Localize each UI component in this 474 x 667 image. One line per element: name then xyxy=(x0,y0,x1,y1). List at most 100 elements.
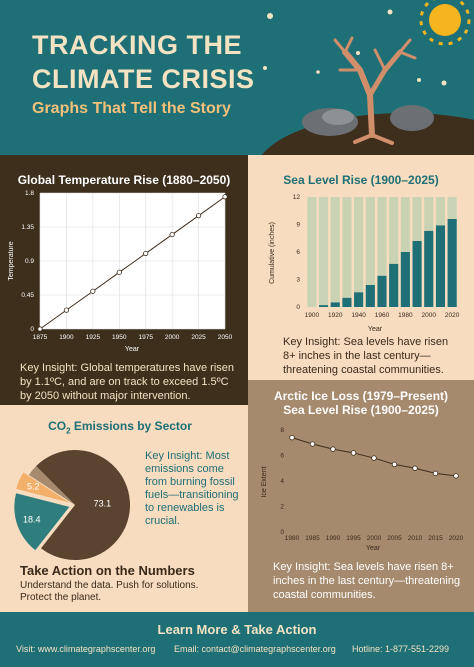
dead-tree-icon xyxy=(333,36,417,145)
y-tick-label: 9 xyxy=(296,222,300,229)
x-tick-label: 1985 xyxy=(305,535,320,542)
y-tick-label: 0 xyxy=(296,304,300,311)
temperature-chart-title: Global Temperature Rise (1880–2050) xyxy=(17,173,231,187)
data-point xyxy=(391,461,398,468)
data-point xyxy=(330,446,336,452)
action-title: Take Action on the Numbers xyxy=(20,563,195,578)
x-tick-label: 2000 xyxy=(165,334,180,341)
ice-chart-subtitle: Sea Level Rise (1900–2025) xyxy=(283,403,439,417)
temperature-chart: 1875 1900 1925 1950 1975 2000 2025 2050 0 0.45 0.… xyxy=(8,190,233,353)
x-tick-label: 1960 xyxy=(375,312,390,319)
pie-slice xyxy=(16,472,70,503)
y-tick-label: 1.8 xyxy=(25,190,34,197)
data-point xyxy=(412,465,418,471)
x-tick-label: 1920 xyxy=(328,312,343,319)
data-point xyxy=(309,441,316,447)
y-tick-label: 0 xyxy=(30,326,34,333)
data-point xyxy=(371,455,377,461)
sun-icon xyxy=(419,0,471,46)
data-point xyxy=(432,470,439,477)
x-axis-label: Year xyxy=(368,326,383,333)
data-point xyxy=(222,194,228,200)
y-tick-label: 8 xyxy=(280,427,284,434)
x-tick-label: 1925 xyxy=(86,334,101,341)
star-dots xyxy=(263,9,447,86)
data-point xyxy=(116,269,122,275)
pie-label: 5.2 xyxy=(27,482,40,492)
temperature-insight: Key Insight: Global temperatures have ri… xyxy=(20,362,235,402)
x-tick-label: 1975 xyxy=(138,334,153,341)
x-tick-label: 1940 xyxy=(351,312,366,319)
page-title: TRACKING THE CLIMATE CRISIS xyxy=(32,28,292,96)
y-tick-label: 2 xyxy=(280,504,284,511)
data-point xyxy=(37,326,43,332)
header-illustration xyxy=(263,0,471,86)
x-tick-label: 2015 xyxy=(428,535,443,542)
sea-level-bar xyxy=(447,219,457,307)
y-tick-label: 4 xyxy=(280,478,284,485)
temperature-line xyxy=(39,196,226,330)
sea-level-bar xyxy=(354,292,364,307)
footer xyxy=(0,612,474,667)
x-axis-label: Year xyxy=(366,545,381,552)
y-tick-label: 0.9 xyxy=(25,258,34,265)
footer-title: Learn More & Take Action xyxy=(157,622,317,637)
x-axis-label: Year xyxy=(125,346,140,353)
x-tick-label: 2005 xyxy=(387,535,402,542)
x-tick-label: 1875 xyxy=(33,334,48,341)
title-line-2: CLIMATE CRISIS xyxy=(32,64,255,94)
x-tick-label: 1900 xyxy=(59,334,74,341)
background-bar xyxy=(330,197,340,307)
ice-insight: Key Insight: Sea levels have risen 8+ in… xyxy=(273,561,461,601)
y-tick-label: 6 xyxy=(280,453,284,460)
arctic-ice-chart: 1980 1985 1990 1995 2000 2005 2010 2015 2020 0 2 4… xyxy=(261,427,464,552)
x-tick-label: 2000 xyxy=(422,312,437,319)
sea-level-bar xyxy=(365,285,375,307)
x-tick-label: 2025 xyxy=(191,334,206,341)
header-banner: TRACKING THE CLIMATE CRISIS Graphs That … xyxy=(0,0,474,155)
background-bar xyxy=(365,197,375,307)
x-tick-label: 2020 xyxy=(449,535,464,542)
background-bar xyxy=(377,197,387,307)
sea-level-bar xyxy=(400,252,410,307)
y-axis-label: Cumulative (inches) xyxy=(269,222,276,284)
sea-level-insight: Key Insight: Sea levels have risen 8+ in… xyxy=(283,336,449,376)
x-tick-label: 1950 xyxy=(112,334,127,341)
footer-hotline[interactable]: Hotline: 1-877-551-2299 xyxy=(352,644,450,654)
sea-level-bar xyxy=(435,225,446,307)
y-tick-label: 12 xyxy=(293,194,301,201)
rock-icon xyxy=(302,105,434,136)
pie-slice xyxy=(36,450,130,560)
tree-illustration xyxy=(302,36,434,145)
sea-level-bar xyxy=(377,275,387,307)
ice-chart-title: Arctic Ice Loss (1979–Present) xyxy=(273,389,449,403)
y-tick-label: 0.45 xyxy=(21,292,34,299)
x-tick-label: 1990 xyxy=(326,535,341,542)
sea-level-bar xyxy=(412,241,422,307)
pie-slice xyxy=(14,493,70,551)
sea-level-chart-title: Sea Level Rise (1900–2025) xyxy=(283,173,439,187)
footer-visit-link[interactable]: Visit: www.climategraphscenter.org xyxy=(16,644,156,654)
data-point xyxy=(289,434,295,441)
sea-level-bar xyxy=(330,302,340,307)
co2-insight: Key Insight: Most emissions come from bu… xyxy=(145,450,239,527)
y-tick-label: 0 xyxy=(280,529,284,536)
x-tick-label: 2020 xyxy=(445,312,460,319)
footer-email-link[interactable]: Email: contact@climategraphscenter.org xyxy=(174,644,336,654)
y-tick-label: 3 xyxy=(296,277,300,284)
background-bar xyxy=(354,197,364,307)
y-tick-label: 1.35 xyxy=(21,224,34,231)
x-tick-label: 1980 xyxy=(398,312,413,319)
arctic-ice-panel xyxy=(248,380,474,612)
sea-level-bar xyxy=(342,297,352,307)
data-point xyxy=(169,231,175,238)
x-tick-label: 1995 xyxy=(346,535,361,542)
data-point xyxy=(453,473,459,479)
sea-level-bar xyxy=(318,305,329,307)
x-tick-label: 2010 xyxy=(408,535,423,542)
sea-level-bar xyxy=(424,230,434,307)
y-axis-label: Temperature xyxy=(8,241,15,280)
x-tick-label: 1900 xyxy=(305,312,320,319)
title-line-1: TRACKING THE xyxy=(32,30,242,60)
data-point xyxy=(90,288,96,294)
